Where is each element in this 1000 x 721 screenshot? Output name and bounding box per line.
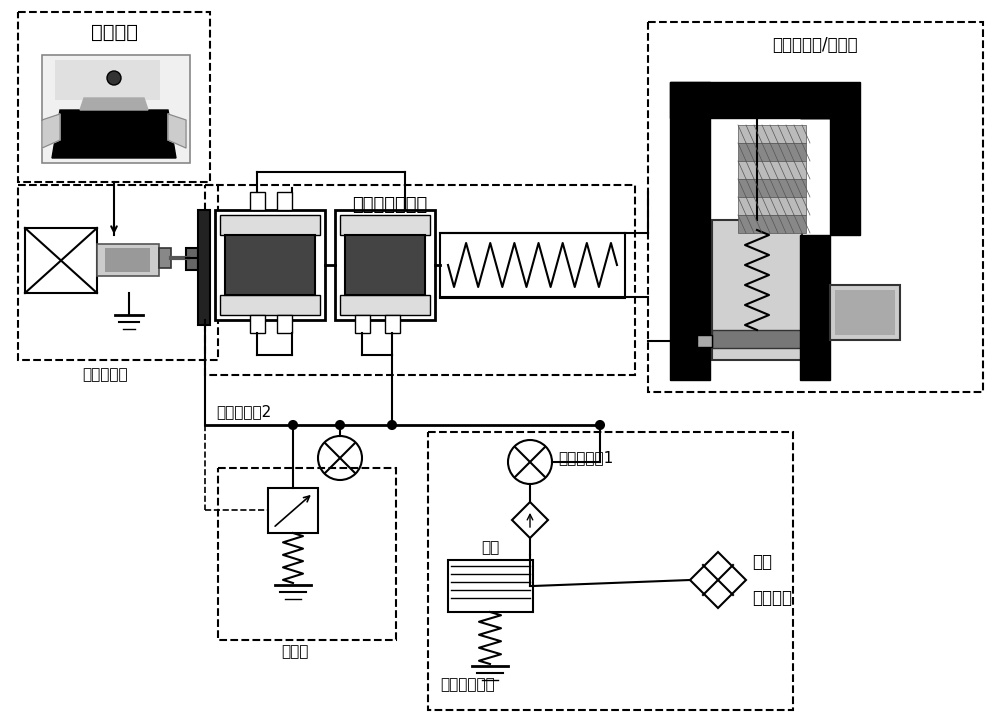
Text: 换挡离合器/制动器: 换挡离合器/制动器 [772, 36, 858, 54]
Bar [205, 185, 635, 375]
Bar [385, 315, 400, 333]
Bar [738, 179, 806, 197]
Text: 油泵: 油泵 [752, 553, 772, 571]
Circle shape [107, 71, 121, 85]
Text: 供油系统: 供油系统 [752, 589, 792, 607]
Circle shape [388, 421, 396, 429]
Polygon shape [512, 502, 548, 538]
Bar [250, 192, 265, 210]
Bar [105, 248, 150, 272]
Text: 双边节流换挡阀: 双边节流换挡阀 [352, 196, 428, 214]
Polygon shape [168, 114, 186, 148]
Bar [186, 248, 198, 270]
Bar [738, 161, 806, 179]
Text: 比例电磁鄀: 比例电磁鄀 [82, 368, 128, 383]
Bar [835, 290, 895, 335]
Bar [712, 330, 802, 348]
Bar [712, 220, 802, 360]
Bar [25, 228, 97, 293]
Text: 精滤: 精滤 [481, 541, 499, 555]
Circle shape [336, 421, 344, 429]
Bar [335, 210, 435, 320]
Bar [225, 235, 315, 295]
Text: 控制系统: 控制系统 [90, 22, 138, 42]
Bar [215, 210, 325, 320]
Bar [340, 215, 430, 235]
Bar [738, 197, 806, 215]
Circle shape [289, 421, 297, 429]
Bar [42, 55, 190, 163]
Bar [18, 185, 218, 360]
Bar [428, 432, 793, 710]
Bar [648, 22, 983, 392]
Circle shape [596, 421, 604, 429]
Bar [277, 315, 292, 333]
Polygon shape [670, 82, 860, 118]
Bar [440, 233, 625, 298]
Bar [738, 125, 806, 143]
Bar [55, 60, 160, 100]
Bar [345, 235, 425, 295]
Polygon shape [800, 118, 860, 235]
Bar [268, 488, 318, 533]
Bar [738, 143, 806, 161]
Text: 主油路定压鄀: 主油路定压鄀 [441, 678, 495, 692]
Polygon shape [42, 114, 60, 148]
Bar [97, 244, 159, 276]
Bar [159, 248, 171, 268]
Bar [220, 295, 320, 315]
Circle shape [318, 436, 362, 480]
Bar [697, 335, 712, 347]
Bar [448, 560, 533, 612]
Bar [198, 210, 210, 325]
Bar [250, 315, 265, 333]
Bar [830, 285, 900, 340]
Text: 减压鄀: 减压鄀 [281, 645, 309, 660]
Polygon shape [80, 98, 148, 110]
Circle shape [508, 440, 552, 484]
Bar [220, 215, 320, 235]
Bar [18, 12, 210, 182]
Bar [218, 468, 396, 640]
Bar [277, 192, 292, 210]
Polygon shape [52, 110, 176, 158]
Bar [738, 215, 806, 233]
Polygon shape [670, 82, 710, 380]
Text: 油压传感刨1: 油压传感刨1 [558, 451, 613, 466]
Bar [355, 315, 370, 333]
Polygon shape [800, 235, 830, 380]
Text: 油压传感刨2: 油压传感刨2 [216, 404, 271, 420]
Polygon shape [690, 552, 746, 608]
Bar [340, 295, 430, 315]
